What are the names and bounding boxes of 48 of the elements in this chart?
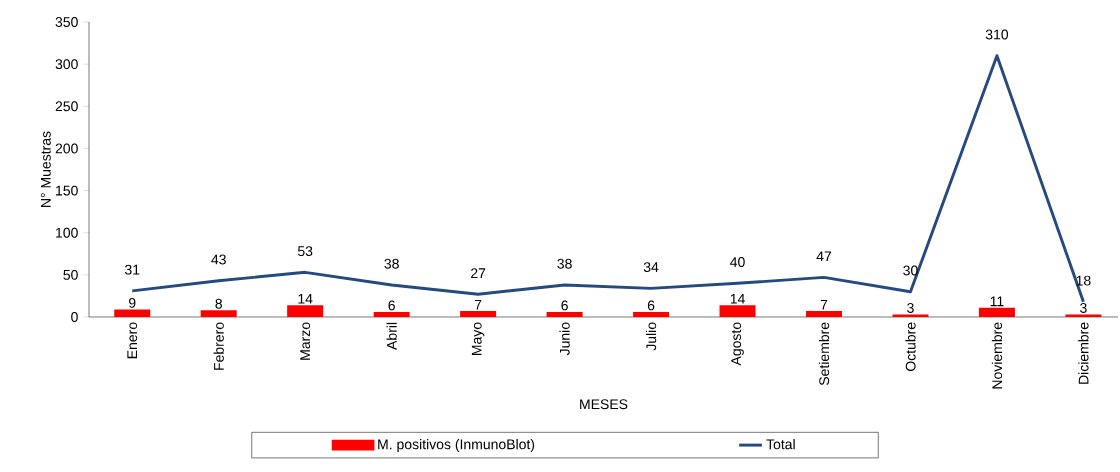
data-label: 18 [1076,275,1091,286]
y-tick-label: 150 [56,185,78,196]
x-tick-label: Agosto [731,322,744,366]
data-label: 14 [298,293,313,304]
y-tick-label: 300 [55,59,78,70]
y-tick-label: 350 [55,17,78,27]
x-tick-label: Setiembre [818,322,830,386]
x-tick-label: Marzo [300,322,311,360]
x-tick-label: Julio [645,322,657,351]
legend-label: Total [766,438,795,450]
y-tick-label: 50 [63,269,78,280]
data-label: 3 [907,302,914,313]
data-label: 14 [730,293,745,304]
x-tick-label: Abril [386,322,397,350]
data-label: 47 [816,251,832,262]
data-label: 30 [903,265,918,276]
x-tick-label: Junio [559,322,570,356]
data-label: 6 [561,300,568,311]
data-label: 9 [129,297,136,308]
data-label: 40 [730,257,745,268]
x-axis-title: MESES [580,399,628,410]
y-tick-label: 100 [56,227,78,238]
x-tick-label: Enero [127,322,138,359]
data-label: 43 [211,254,226,265]
data-label: 27 [471,268,486,278]
y-axis-title: N° Muestras [40,131,51,207]
data-label: 38 [557,258,572,269]
y-tick-label: 250 [55,101,78,112]
data-label: 3 [1080,302,1087,313]
x-tick-label: Mayo [471,322,485,356]
data-label: 53 [297,246,313,257]
data-label: 8 [215,298,222,309]
legend-label: M. positivos (InmunoBlot) [378,438,535,453]
y-tick-label: 0 [71,312,78,322]
data-label: 11 [990,296,1004,307]
data-label: 34 [643,262,659,273]
x-tick-label: Febrero [213,322,224,370]
data-label: 6 [647,300,655,311]
data-label: 7 [474,299,482,310]
data-label: 38 [384,258,399,269]
x-tick-label: Diciembre [1078,322,1089,384]
data-label: 310 [985,29,1009,40]
y-tick-label: 200 [55,143,78,154]
data-label: 31 [124,264,140,275]
x-tick-label: Noviembre [991,322,1003,389]
x-tick-label: Octubre [905,322,916,372]
data-label: 7 [820,299,828,310]
data-label: 6 [388,300,395,311]
